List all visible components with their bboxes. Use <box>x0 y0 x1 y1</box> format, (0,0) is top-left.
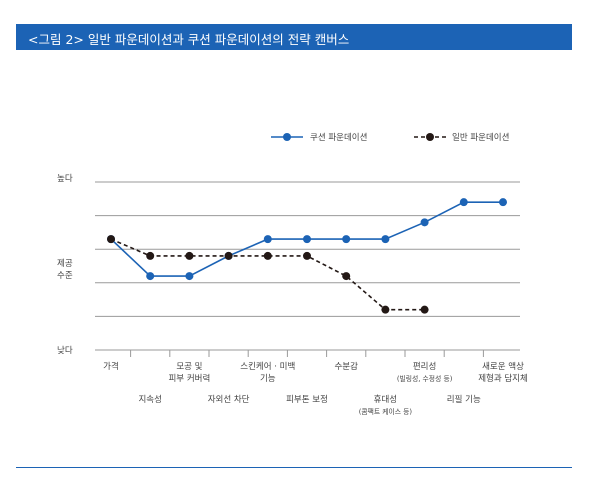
category-label-1: 가격 <box>103 361 119 372</box>
bottom-divider <box>16 467 572 468</box>
series-1-point-2 <box>146 272 155 281</box>
category-label-11-line-1: 새로운 액상 <box>482 361 524 372</box>
series-1-point-10 <box>459 198 468 207</box>
y-label-low: 낮다 <box>57 345 73 356</box>
category-label-3-line-1: 모공 및 <box>176 361 202 372</box>
series-1-point-6 <box>303 235 311 244</box>
category-label-10: 리필 기능 <box>447 394 481 405</box>
legend-marker-2 <box>426 133 434 141</box>
figure-title-bar: <그림 2> 일반 파운데이션과 쿠션 파운데이션의 전략 캔버스 <box>16 24 572 50</box>
series-1-point-9 <box>420 218 429 227</box>
figure-title: <그림 2> 일반 파운데이션과 쿠션 파운데이션의 전략 캔버스 <box>28 32 350 47</box>
category-label-8-line-1: 휴대성 <box>374 395 397 405</box>
series-2-point-3 <box>185 251 194 260</box>
category-label-3-line-2: 피부 커버력 <box>168 373 210 384</box>
category-label-8-line-2: (콤팩트 케이스 등) <box>359 407 413 416</box>
series-2-point-4 <box>224 251 233 260</box>
category-label-2: 지속성 <box>138 395 161 405</box>
y-label-high: 높다 <box>57 174 73 184</box>
series-1-point-7 <box>342 235 351 244</box>
category-label-7: 수분감 <box>334 361 358 372</box>
series-2-point-8 <box>381 305 390 314</box>
category-label-6: 피부톤 보정 <box>286 394 328 405</box>
series-1-point-5 <box>263 235 272 244</box>
category-label-11-line-2: 제형과 담지체 <box>478 373 528 384</box>
series-1-point-11 <box>499 198 507 207</box>
category-label-4: 자외선 차단 <box>208 394 250 405</box>
series-2-point-6 <box>303 251 311 260</box>
category-label-9-line-1: 편리성 <box>413 361 436 372</box>
legend-marker-1 <box>283 133 291 141</box>
series-2-point-2 <box>146 251 155 260</box>
y-label-mid-1: 제공 <box>57 259 73 269</box>
y-label-mid-2: 수준 <box>57 271 73 281</box>
category-label-5-line-1: 스킨케어 · 미백 <box>240 361 295 372</box>
series-1-point-8 <box>381 235 390 244</box>
series-1-point-3 <box>185 272 194 281</box>
series-2-point-7 <box>342 272 351 281</box>
category-label-5-line-2: 기능 <box>260 374 276 384</box>
series-2-point-9 <box>420 305 429 314</box>
legend-label-1: 쿠션 파운데이션 <box>310 132 367 143</box>
legend-label-2: 일반 파운데이션 <box>452 132 509 143</box>
series-2-point-1 <box>107 235 115 244</box>
series-2-point-5 <box>263 251 272 260</box>
category-label-9-line-2: (빌링성, 수정성 등) <box>397 374 453 383</box>
